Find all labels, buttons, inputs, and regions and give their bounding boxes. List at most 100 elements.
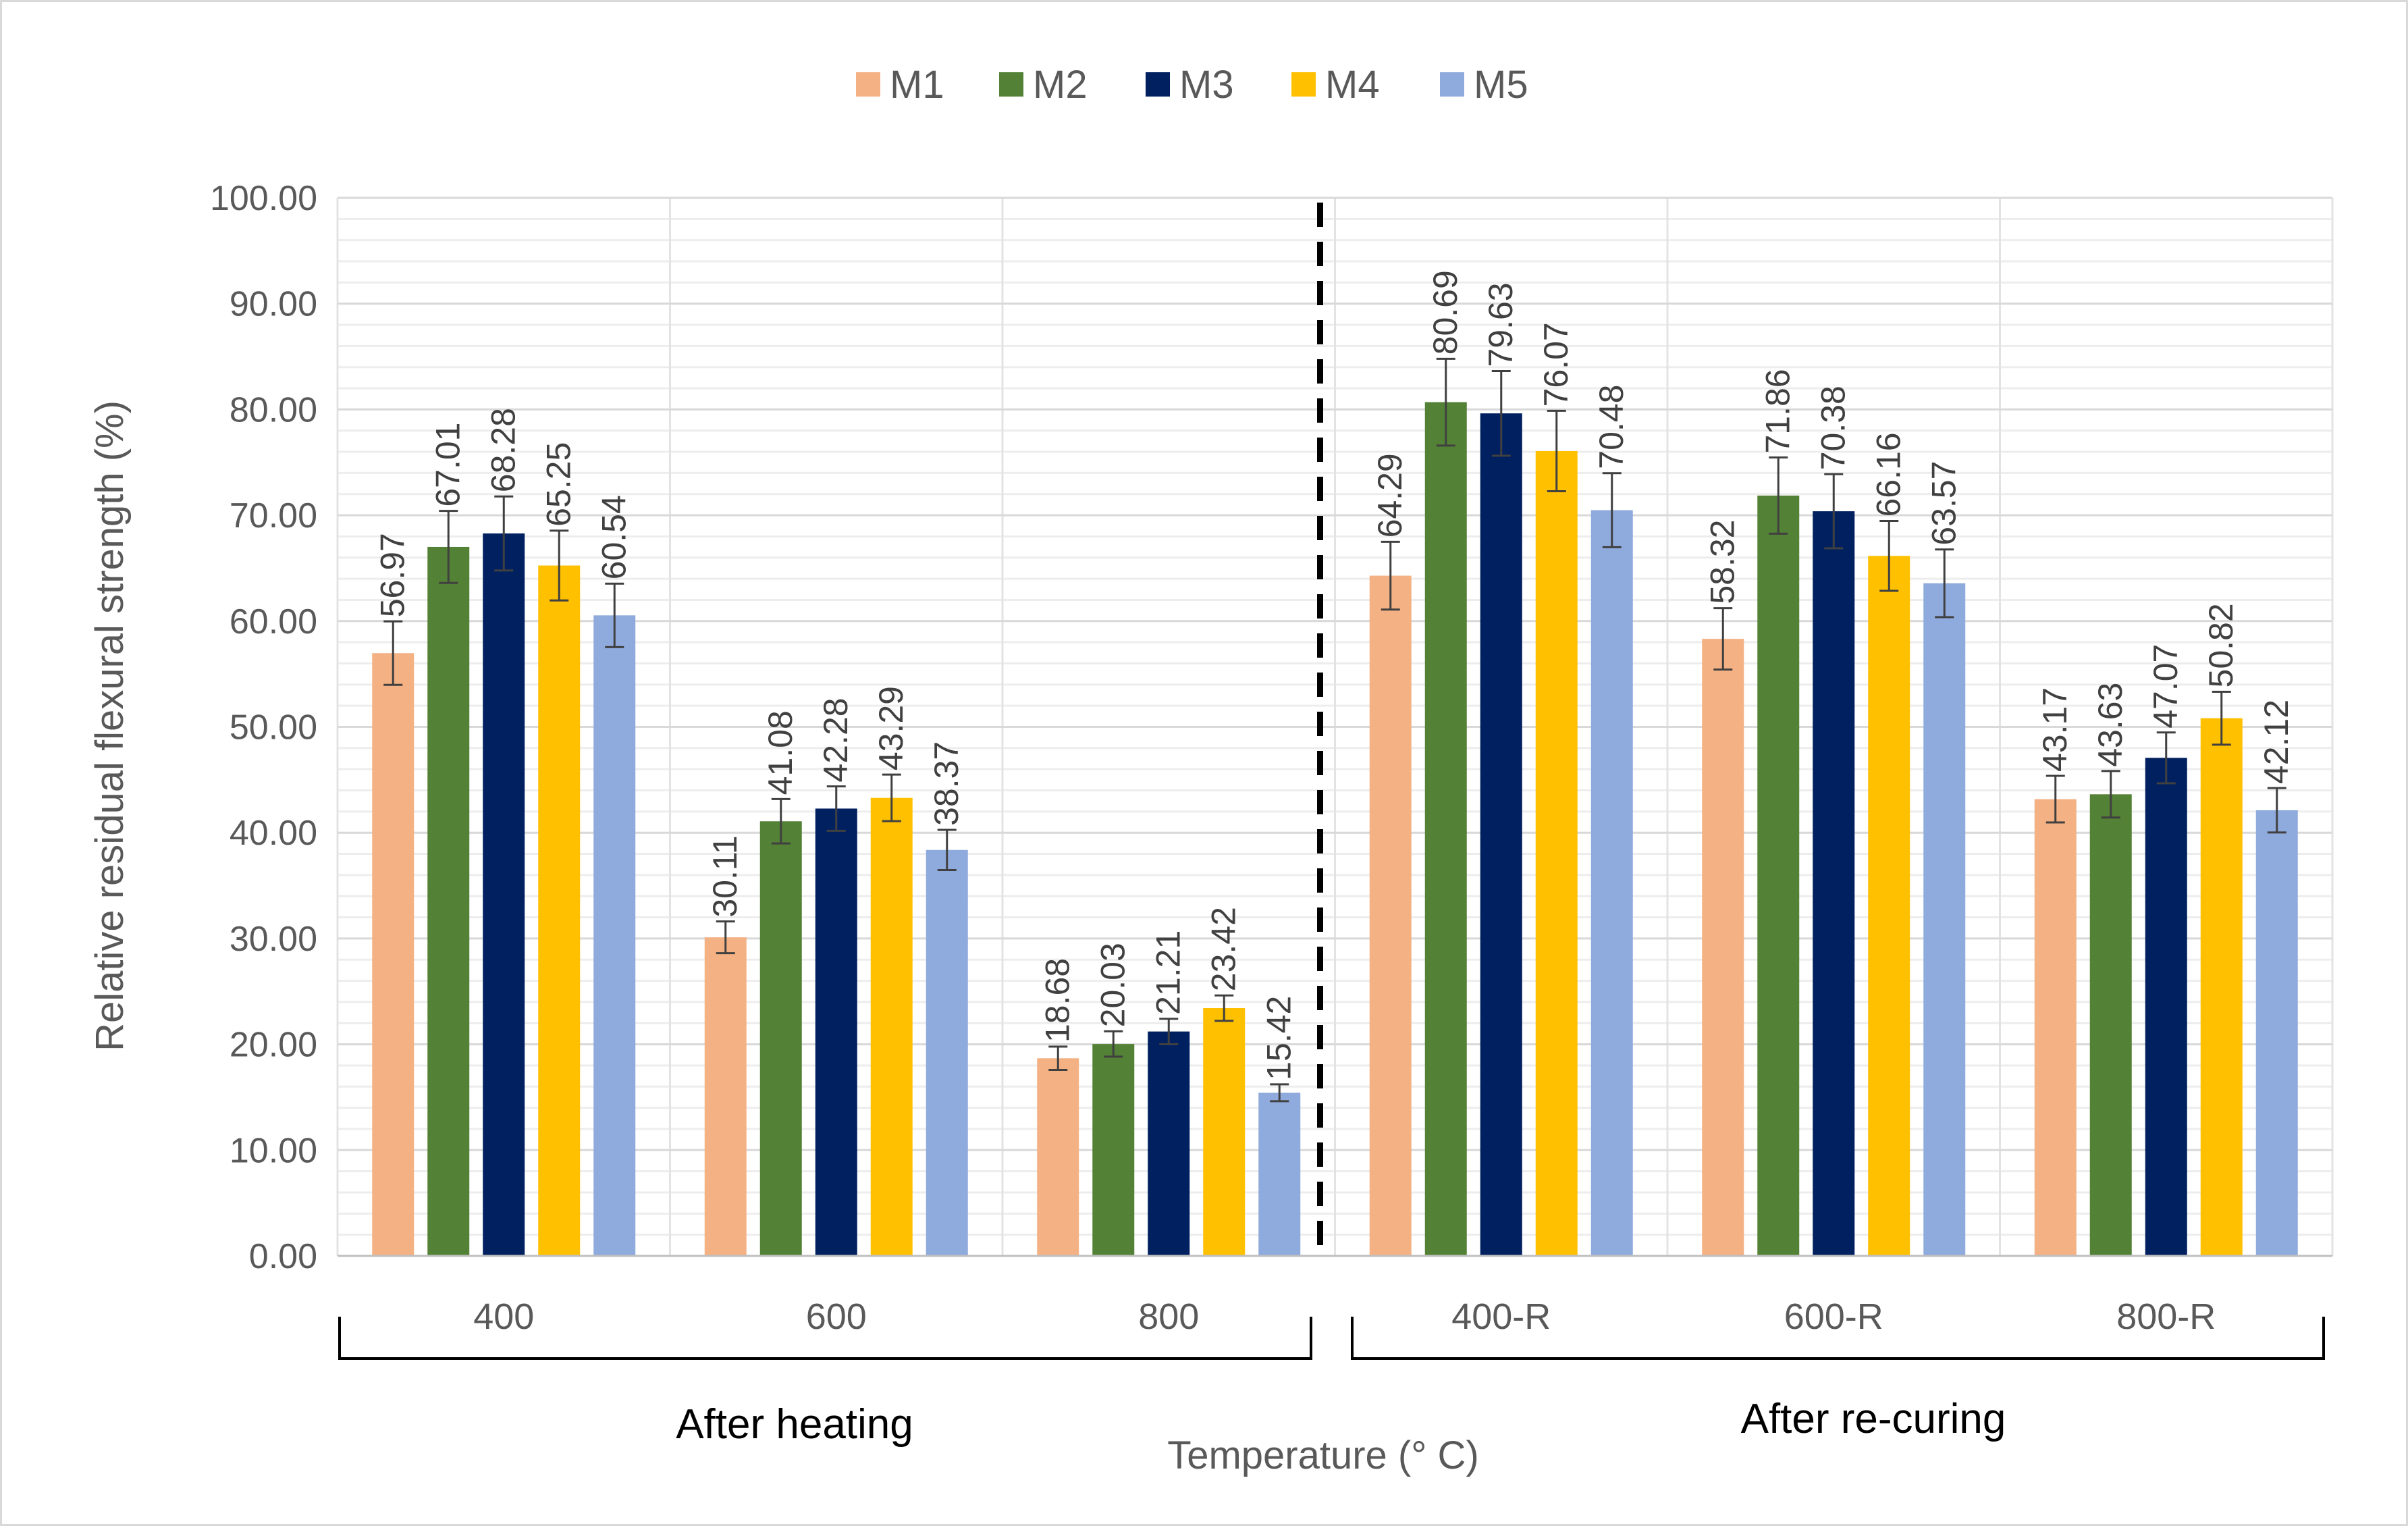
error-bar [2212,690,2231,746]
bar-m1-400 [372,653,414,1256]
legend-item-m3: M3 [1146,63,1234,107]
group-title: After heating [676,1401,913,1448]
group-brackets: After heating After re-curing [338,1317,2325,1448]
bar-m5-400-r [1590,510,1633,1257]
bar-m3-800-r [2145,758,2187,1256]
error-bar [937,828,957,872]
bar-m3-600 [815,808,857,1256]
error-bar [1436,357,1455,447]
x-tick-label: 400 [473,1296,534,1337]
data-label: 43.17 [2036,687,2074,772]
error-bar [1769,456,1788,535]
legend-swatch [1146,72,1170,97]
error-bar [1824,473,1844,550]
error-bar [2045,774,2065,824]
error-bar [1104,1030,1123,1058]
bar-m3-800 [1148,1031,1190,1256]
bar-m1-800-r [2034,799,2077,1256]
data-label: 68.28 [484,408,522,492]
error-bar [882,773,901,822]
data-label: 71.86 [1759,369,1796,453]
legend-swatch [856,72,880,97]
error-bar [439,510,458,584]
data-label: 43.29 [872,686,910,770]
bar-m5-600 [926,849,968,1256]
legend-swatch [1440,72,1464,97]
x-axis-title: Temperature (° C) [1167,1433,1479,1477]
data-label: 63.57 [1925,461,1962,546]
error-bar [2267,787,2286,834]
y-tick-label: 30.00 [230,920,317,959]
legend-item-m1: M1 [856,63,944,107]
bars [372,402,2298,1257]
legend-item-m5: M5 [1440,63,1528,107]
error-bar [383,620,403,686]
data-label: 38.37 [928,741,965,826]
data-label: 64.29 [1371,453,1409,537]
bar-m1-800 [1037,1058,1079,1256]
y-axis-ticks: 0.00 10.00 20.00 30.00 40.00 50.00 60.00 70.00 8… [210,179,317,1276]
error-bar [716,920,735,955]
data-label: 65.25 [539,442,577,527]
data-label: 21.21 [1149,930,1187,1015]
y-tick-label: 40.00 [230,814,317,853]
x-axis: 400 600 800 400-R 600-R 800-R [338,203,2332,1337]
y-tick-label: 90.00 [230,285,317,324]
data-label: 47.07 [2147,644,2185,729]
legend-label: M2 [1033,63,1088,107]
error-bar [771,797,791,845]
error-bars [383,357,2286,1103]
bar-m4-400-r [1535,450,1578,1256]
data-labels: 56.97 67.01 68.28 65.25 60.54 30.11 41.08 42.28… [373,270,2295,1080]
x-tick-label: 600-R [1784,1296,1883,1337]
bar-m2-600-r [1757,495,1800,1256]
error-bar [550,529,569,602]
data-label: 76.07 [1537,322,1575,406]
error-bar [1270,1083,1289,1103]
data-label: 70.48 [1593,385,1630,469]
data-label: 42.28 [817,698,855,782]
data-label: 15.42 [1260,996,1297,1080]
data-label: 18.68 [1038,958,1076,1043]
legend-swatch [1291,72,1316,97]
legend-label: M5 [1474,63,1528,107]
data-label: 80.69 [1426,270,1464,354]
bar-m1-400-r [1369,575,1412,1256]
data-label: 66.16 [1869,432,1907,517]
data-label: 23.42 [1204,907,1242,991]
y-tick-label: 60.00 [230,602,317,641]
x-tick-label: 600 [806,1296,867,1337]
data-label: 58.32 [1703,520,1741,604]
error-bar [1491,370,1511,457]
error-bar [826,785,846,832]
error-bar [1048,1045,1068,1072]
bar-m3-600-r [1813,511,1855,1256]
legend-swatch [999,72,1023,97]
x-tick-label: 400-R [1451,1296,1551,1337]
data-label: 67.01 [429,423,466,507]
data-label: 30.11 [706,835,744,917]
data-label: 42.12 [2257,700,2295,784]
error-bar [1879,520,1899,592]
legend-item-m4: M4 [1291,63,1380,107]
error-bar [1547,409,1566,493]
bar-m5-400 [593,615,636,1256]
bar-m5-800-r [2255,810,2298,1256]
bar-m4-600 [870,797,913,1256]
data-label: 60.54 [595,495,633,579]
error-bar [2156,731,2176,785]
bar-m3-400 [483,533,525,1256]
legend-label: M4 [1325,63,1380,107]
error-bar [605,582,624,648]
gridlines [336,196,2334,1257]
error-bar [1713,607,1733,671]
bar-m5-600-r [1923,583,1966,1256]
bar-m5-800 [1258,1093,1301,1256]
bar-m4-400 [538,565,581,1256]
data-label: 56.97 [373,533,411,617]
error-bar [1602,472,1622,548]
bar-m1-600 [704,937,747,1256]
error-bar [494,495,514,572]
bar-m4-800 [1203,1008,1246,1256]
